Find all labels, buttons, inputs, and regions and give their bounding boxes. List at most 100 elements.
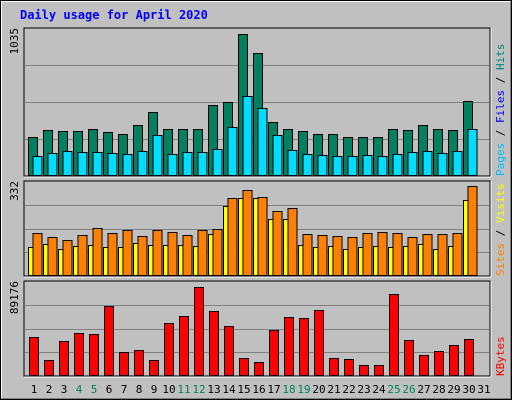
panel-2: 332 Sites / Visits bbox=[8, 180, 507, 278]
x-tick-day-4: 4 bbox=[76, 383, 83, 396]
x-tick-day-19: 19 bbox=[297, 383, 310, 396]
bar-kbytes-day-7 bbox=[119, 352, 129, 376]
bar-sites-day-25 bbox=[392, 233, 403, 276]
bar-sites-day-26 bbox=[407, 237, 418, 276]
bar-sites-day-14 bbox=[227, 198, 238, 276]
bar-files-day-11 bbox=[182, 152, 193, 176]
legend-hits: Hits bbox=[494, 44, 507, 71]
bar-sites-day-28 bbox=[437, 234, 448, 276]
legend-sites: Sites bbox=[494, 243, 507, 276]
x-tick-day-23: 23 bbox=[357, 383, 370, 396]
bar-sites-day-1 bbox=[32, 233, 43, 276]
legend-separator: / bbox=[494, 223, 507, 243]
bar-files-day-18 bbox=[287, 150, 298, 176]
bar-kbytes-day-9 bbox=[149, 360, 159, 376]
bar-files-day-29 bbox=[452, 151, 463, 176]
bar-sites-day-13 bbox=[212, 229, 223, 276]
bar-files-day-6 bbox=[107, 153, 118, 176]
x-tick-day-29: 29 bbox=[447, 383, 460, 396]
bar-kbytes-day-12 bbox=[194, 287, 204, 376]
bar-kbytes-day-29 bbox=[449, 345, 459, 376]
bar-kbytes-day-24 bbox=[374, 365, 384, 376]
x-tick-day-28: 28 bbox=[432, 383, 445, 396]
x-tick-day-3: 3 bbox=[61, 383, 68, 396]
bar-sites-day-29 bbox=[452, 233, 463, 276]
bar-kbytes-day-11 bbox=[179, 316, 189, 376]
x-tick-day-14: 14 bbox=[222, 383, 236, 396]
bar-kbytes-day-3 bbox=[59, 341, 69, 376]
bar-files-day-25 bbox=[392, 154, 403, 176]
x-tick-day-15: 15 bbox=[237, 383, 250, 396]
bar-kbytes-day-18 bbox=[284, 317, 294, 376]
bar-files-day-20 bbox=[317, 155, 328, 176]
panel-max-label: 1035 bbox=[8, 28, 21, 55]
bar-sites-day-7 bbox=[122, 230, 133, 276]
x-tick-day-1: 1 bbox=[31, 383, 38, 396]
bar-files-day-26 bbox=[407, 152, 418, 176]
bar-kbytes-day-5 bbox=[89, 334, 99, 376]
bar-kbytes-day-27 bbox=[419, 355, 429, 376]
legend-visits: Visits bbox=[494, 183, 507, 223]
chart-title: Daily usage for April 2020 bbox=[20, 8, 208, 22]
bar-files-day-9 bbox=[152, 135, 163, 176]
legend-separator: / bbox=[494, 70, 507, 90]
bar-sites-day-27 bbox=[422, 234, 433, 276]
bar-kbytes-day-30 bbox=[464, 339, 474, 376]
x-tick-day-16: 16 bbox=[252, 383, 265, 396]
bar-sites-day-6 bbox=[107, 233, 118, 276]
bar-kbytes-day-15 bbox=[239, 358, 249, 376]
x-tick-day-8: 8 bbox=[136, 383, 143, 396]
bar-sites-day-15 bbox=[242, 190, 253, 276]
bar-kbytes-day-28 bbox=[434, 351, 444, 376]
x-tick-day-17: 17 bbox=[267, 383, 280, 396]
bar-sites-day-5 bbox=[92, 228, 103, 276]
bar-sites-day-18 bbox=[287, 208, 298, 276]
bar-kbytes-day-26 bbox=[404, 340, 414, 376]
bar-kbytes-day-10 bbox=[164, 323, 174, 376]
x-tick-day-9: 9 bbox=[151, 383, 158, 396]
series-files bbox=[32, 96, 478, 176]
bar-files-day-5 bbox=[92, 152, 103, 176]
bar-files-day-14 bbox=[227, 127, 238, 176]
bar-files-day-8 bbox=[137, 151, 148, 176]
bar-files-day-3 bbox=[62, 151, 73, 176]
bar-kbytes-day-25 bbox=[389, 294, 399, 376]
x-tick-day-20: 20 bbox=[312, 383, 325, 396]
bar-kbytes-day-14 bbox=[224, 326, 234, 376]
bar-files-day-7 bbox=[122, 154, 133, 176]
bar-kbytes-day-16 bbox=[254, 362, 264, 376]
x-tick-day-12: 12 bbox=[192, 383, 205, 396]
bar-kbytes-day-17 bbox=[269, 330, 279, 376]
x-tick-day-30: 30 bbox=[462, 383, 475, 396]
bar-files-day-27 bbox=[422, 151, 433, 176]
bar-files-day-17 bbox=[272, 135, 283, 176]
bar-files-day-2 bbox=[47, 153, 58, 176]
bar-files-day-22 bbox=[347, 156, 358, 176]
bar-kbytes-day-13 bbox=[209, 311, 219, 376]
panel-series-label: Sites / Visits bbox=[494, 183, 507, 276]
bar-sites-day-19 bbox=[302, 234, 313, 276]
x-tick-day-18: 18 bbox=[282, 383, 295, 396]
bar-sites-day-11 bbox=[182, 235, 193, 276]
legend-separator: / bbox=[494, 123, 507, 143]
x-tick-day-25: 25 bbox=[387, 383, 400, 396]
bar-kbytes-day-2 bbox=[44, 360, 54, 376]
bar-files-day-24 bbox=[377, 156, 388, 176]
bar-files-day-1 bbox=[32, 156, 43, 176]
bar-sites-day-4 bbox=[77, 235, 88, 276]
x-tick-day-11: 11 bbox=[177, 383, 190, 396]
bar-kbytes-day-8 bbox=[134, 350, 144, 376]
x-tick-day-21: 21 bbox=[327, 383, 340, 396]
panel-1: 1035 Pages / Files / Hits bbox=[8, 27, 507, 178]
bar-sites-day-10 bbox=[167, 232, 178, 276]
bar-files-day-10 bbox=[167, 154, 178, 176]
x-axis-tick-labels: 1 2 3 4 5 6 7 8 9 10 11 12 13 14 15 16 17 18 19 20 21 22 23 24 2… bbox=[31, 383, 491, 396]
bar-sites-day-8 bbox=[137, 236, 148, 276]
bar-files-day-13 bbox=[212, 149, 223, 176]
bar-files-day-19 bbox=[302, 154, 313, 176]
bar-files-day-15 bbox=[242, 96, 253, 176]
bar-kbytes-day-4 bbox=[74, 333, 84, 376]
bar-sites-day-17 bbox=[272, 211, 283, 276]
bar-files-day-21 bbox=[332, 156, 343, 176]
bar-files-day-12 bbox=[197, 152, 208, 176]
